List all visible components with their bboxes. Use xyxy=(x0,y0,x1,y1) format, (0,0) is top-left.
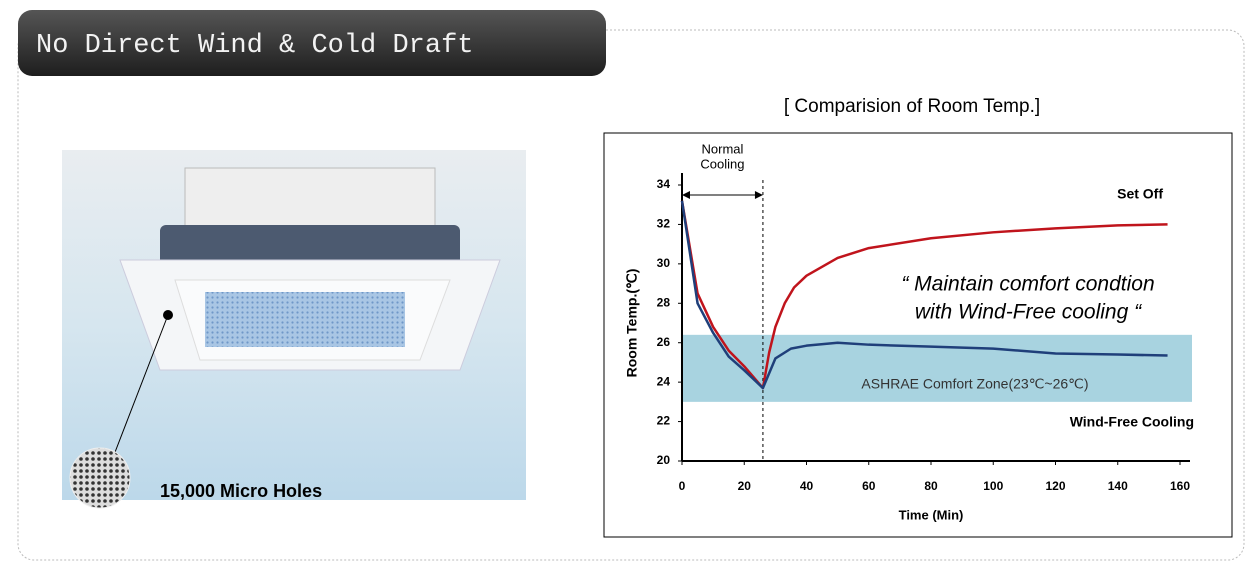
x-tick-label: 140 xyxy=(1108,479,1128,493)
y-tick-label: 30 xyxy=(657,256,671,270)
arrow-head xyxy=(754,191,763,199)
y-tick-label: 32 xyxy=(657,217,671,231)
holes-zoom xyxy=(69,447,131,509)
photo-caption: 15,000 Micro Holes xyxy=(160,481,322,501)
header-tab xyxy=(18,10,606,76)
x-axis-label: Time (Min) xyxy=(899,507,964,522)
normal-cooling-label: Normal xyxy=(702,141,744,156)
y-tick-label: 26 xyxy=(657,335,671,349)
normal-cooling-label: Cooling xyxy=(700,156,744,171)
series-line xyxy=(680,200,1168,390)
annotation: with Wind-Free cooling “ xyxy=(915,301,1142,324)
x-tick-label: 20 xyxy=(738,479,752,493)
chart-title: [ Comparision of Room Temp.] xyxy=(784,96,1040,117)
series-label: Wind-Free Cooling xyxy=(1070,414,1194,430)
series-label: Set Off xyxy=(1117,186,1163,202)
pointer-dot xyxy=(163,310,173,320)
series-line xyxy=(680,200,1168,390)
x-tick-label: 100 xyxy=(983,479,1003,493)
pointer-line xyxy=(111,314,169,461)
x-tick-label: 80 xyxy=(924,479,938,493)
annotation: “ Maintain comfort condtion xyxy=(901,273,1154,296)
cassette-illustration xyxy=(119,167,501,371)
x-tick-label: 60 xyxy=(862,479,876,493)
x-tick-label: 160 xyxy=(1170,479,1190,493)
y-tick-label: 20 xyxy=(657,453,671,467)
x-tick-label: 40 xyxy=(800,479,814,493)
slide-border xyxy=(17,29,1245,561)
x-tick-label: 0 xyxy=(679,479,686,493)
y-tick-label: 28 xyxy=(657,295,671,309)
header-title: No Direct Wind & Cold Draft xyxy=(36,31,473,61)
comfort-zone-label: ASHRAE Comfort Zone(23℃~26℃) xyxy=(861,376,1088,392)
comfort-zone xyxy=(682,334,1192,402)
y-tick-label: 22 xyxy=(657,414,671,428)
x-tick-label: 120 xyxy=(1045,479,1065,493)
arrow-head xyxy=(682,191,690,199)
y-tick-label: 34 xyxy=(657,177,671,191)
y-axis-label: Room Temp.(℃) xyxy=(624,269,640,378)
y-tick-label: 24 xyxy=(657,374,671,388)
